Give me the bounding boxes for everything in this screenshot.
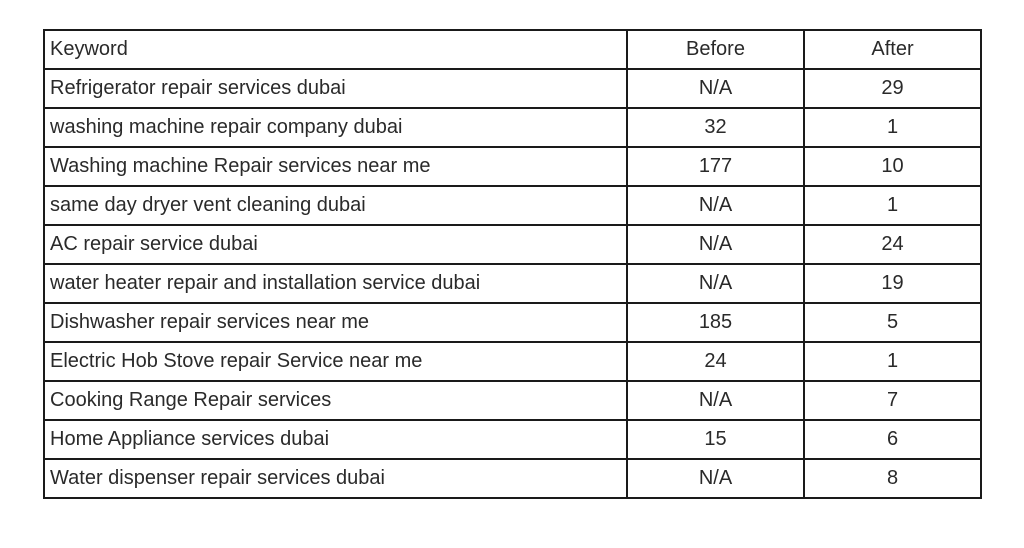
before-cell: N/A: [626, 68, 805, 109]
keyword-cell: Home Appliance services dubai: [43, 419, 628, 460]
after-cell: 6: [803, 419, 982, 460]
after-cell: 5: [803, 302, 982, 343]
keyword-cell: Water dispenser repair services dubai: [43, 458, 628, 499]
after-cell: 10: [803, 146, 982, 187]
keyword-cell: washing machine repair company dubai: [43, 107, 628, 148]
keyword-cell: Refrigerator repair services dubai: [43, 68, 628, 109]
after-cell: 1: [803, 341, 982, 382]
before-cell: 177: [626, 146, 805, 187]
before-cell: N/A: [626, 263, 805, 304]
keyword-cell: AC repair service dubai: [43, 224, 628, 265]
before-cell: N/A: [626, 380, 805, 421]
table-row: Electric Hob Stove repair Service near m…: [43, 341, 982, 382]
after-cell: 19: [803, 263, 982, 304]
table-row: Water dispenser repair services dubai N/A…: [43, 458, 982, 499]
table-row: water heater repair and installation ser…: [43, 263, 982, 304]
table-row: Refrigerator repair services dubai N/A 29: [43, 68, 982, 109]
before-cell: N/A: [626, 458, 805, 499]
keyword-cell: Dishwasher repair services near me: [43, 302, 628, 343]
header-after: After: [803, 29, 982, 70]
table-row: washing machine repair company dubai 32 1: [43, 107, 982, 148]
table-row: same day dryer vent cleaning dubai N/A 1: [43, 185, 982, 226]
after-cell: 1: [803, 107, 982, 148]
after-cell: 7: [803, 380, 982, 421]
keyword-cell: Cooking Range Repair services: [43, 380, 628, 421]
before-cell: 185: [626, 302, 805, 343]
keyword-ranking-table: Keyword Before After Refrigerator repair…: [43, 29, 982, 499]
table-row: Cooking Range Repair services N/A 7: [43, 380, 982, 421]
table-row: Home Appliance services dubai 15 6: [43, 419, 982, 460]
table-row: Washing machine Repair services near me 1…: [43, 146, 982, 187]
keyword-cell: Electric Hob Stove repair Service near m…: [43, 341, 628, 382]
keyword-cell: same day dryer vent cleaning dubai: [43, 185, 628, 226]
table-row: Dishwasher repair services near me 185 5: [43, 302, 982, 343]
before-cell: N/A: [626, 224, 805, 265]
after-cell: 29: [803, 68, 982, 109]
before-cell: 24: [626, 341, 805, 382]
after-cell: 1: [803, 185, 982, 226]
header-keyword: Keyword: [43, 29, 628, 70]
table-row: AC repair service dubai N/A 24: [43, 224, 982, 265]
keyword-cell: water heater repair and installation ser…: [43, 263, 628, 304]
before-cell: 15: [626, 419, 805, 460]
keyword-cell: Washing machine Repair services near me: [43, 146, 628, 187]
after-cell: 8: [803, 458, 982, 499]
table-header-row: Keyword Before After: [43, 29, 982, 70]
header-before: Before: [626, 29, 805, 70]
before-cell: 32: [626, 107, 805, 148]
before-cell: N/A: [626, 185, 805, 226]
after-cell: 24: [803, 224, 982, 265]
